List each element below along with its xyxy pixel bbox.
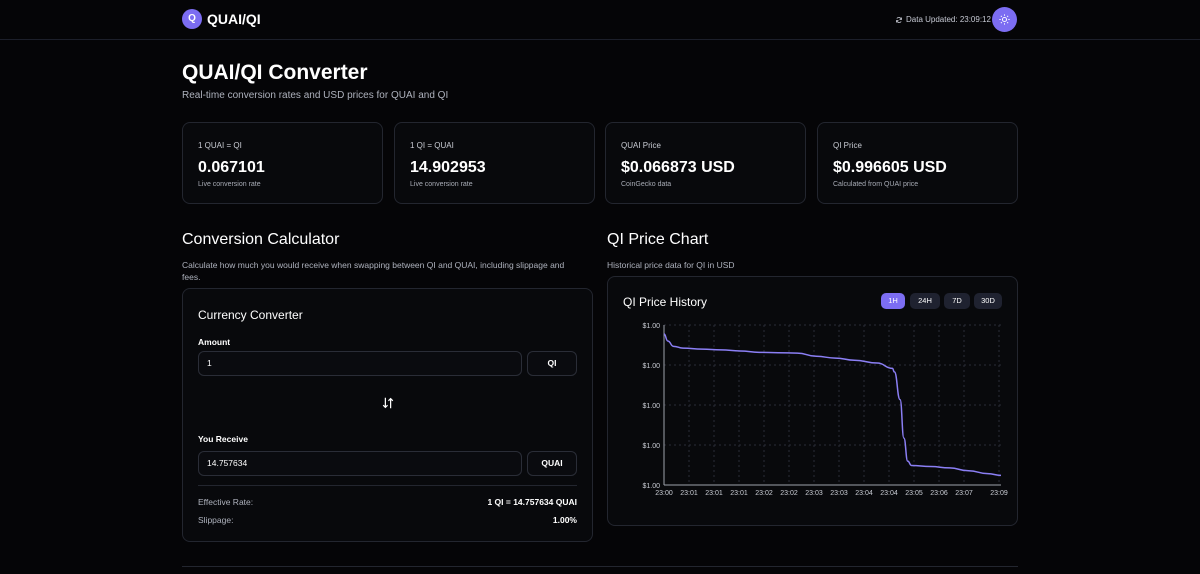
theme-toggle-button[interactable] [992,7,1017,32]
x-tick-label: 23:05 [905,490,923,497]
receive-output[interactable]: 14.757634 [198,451,522,476]
stat-note: Calculated from QUAI price [833,181,919,188]
price-line-series [663,333,1002,477]
stat-label: 1 QUAI = QI [198,141,242,150]
stat-value: 14.902953 [410,159,486,176]
slippage-label: Slippage: [198,515,234,525]
x-tick-label: 23:04 [880,490,898,497]
effective-rate-value: 1 QI = 14.757634 QUAI [487,497,577,507]
stat-card-quai-to-qi: 1 QUAI = QI 0.067101 Live conversion rat… [182,122,383,204]
range-button-30d[interactable]: 30D [974,293,1002,309]
x-tick-label: 23:01 [730,490,748,497]
stat-note: CoinGecko data [621,181,672,188]
chart-title: QI Price History [623,295,708,309]
from-currency-select[interactable]: QI [527,351,577,376]
page-title: QUAI/QI Converter [182,61,368,84]
data-updated-status: Data Updated: 23:09:12 [895,15,991,24]
currency-converter-card: Currency Converter Amount 1 QI You Recei… [182,288,593,542]
x-tick-label: 23:06 [930,490,948,497]
brand-name[interactable]: QUAI/QI [207,11,261,27]
calculator-section-title: Conversion Calculator [182,231,340,248]
x-tick-label: 23:09 [990,490,1008,497]
chart-section-desc: Historical price data for QI in USD [607,260,735,270]
y-tick-label: $1.00 [642,443,660,450]
converter-title: Currency Converter [198,308,303,322]
stat-card-quai-price: QUAI Price $0.066873 USD CoinGecko data [605,122,806,204]
amount-input[interactable]: 1 [198,351,522,376]
x-tick-label: 23:02 [755,490,773,497]
range-button-1h[interactable]: 1H [881,293,905,309]
page-subtitle: Real-time conversion rates and USD price… [182,90,449,101]
refresh-icon [896,16,902,23]
data-updated-text: Data Updated: 23:09:12 [906,15,991,24]
stat-value: 0.067101 [198,159,265,176]
x-tick-label: 23:00 [655,490,673,497]
stat-value: $0.996605 USD [833,159,947,176]
stat-label: QUAI Price [621,141,662,150]
stat-note: Live conversion rate [198,181,261,188]
x-tick-label: 23:07 [955,490,973,497]
footer-divider [182,566,1018,567]
x-tick-label: 23:03 [830,490,848,497]
chart-section-title: QI Price Chart [607,231,709,248]
receive-label: You Receive [198,434,248,444]
x-tick-label: 23:01 [680,490,698,497]
y-tick-label: $1.00 [642,403,660,410]
slippage-value: 1.00% [552,515,577,525]
top-nav: Q QUAI/QI Data Updated: 23:09:12 [0,0,1200,40]
stat-label: 1 QI = QUAI [410,141,454,150]
effective-rate-label: Effective Rate: [198,497,254,507]
logo-icon[interactable]: Q [182,9,202,29]
stat-card-qi-price: QI Price $0.996605 USD Calculated from Q… [817,122,1018,204]
divider [198,485,577,486]
calculator-section-desc: Calculate how much you would receive whe… [182,260,565,282]
sun-icon [999,14,1010,25]
stat-label: QI Price [833,141,862,150]
stat-note: Live conversion rate [410,181,473,188]
y-tick-label: $1.00 [642,483,660,490]
y-tick-label: $1.00 [642,323,660,330]
x-tick-label: 23:04 [855,490,873,497]
y-tick-label: $1.00 [642,363,660,370]
stat-value: $0.066873 USD [621,159,735,176]
x-tick-label: 23:01 [705,490,723,497]
swap-arrows-icon[interactable] [381,396,395,410]
to-currency-select[interactable]: QUAI [527,451,577,476]
price-chart-card: QI Price History 1H 24H 7D 30D $1.00 $1.0… [607,276,1018,526]
x-tick-label: 23:03 [805,490,823,497]
amount-label: Amount [198,337,231,347]
stat-card-qi-to-quai: 1 QI = QUAI 14.902953 Live conversion ra… [394,122,595,204]
range-button-24h[interactable]: 24H [910,293,940,309]
range-button-7d[interactable]: 7D [944,293,970,309]
x-tick-label: 23:02 [780,490,798,497]
